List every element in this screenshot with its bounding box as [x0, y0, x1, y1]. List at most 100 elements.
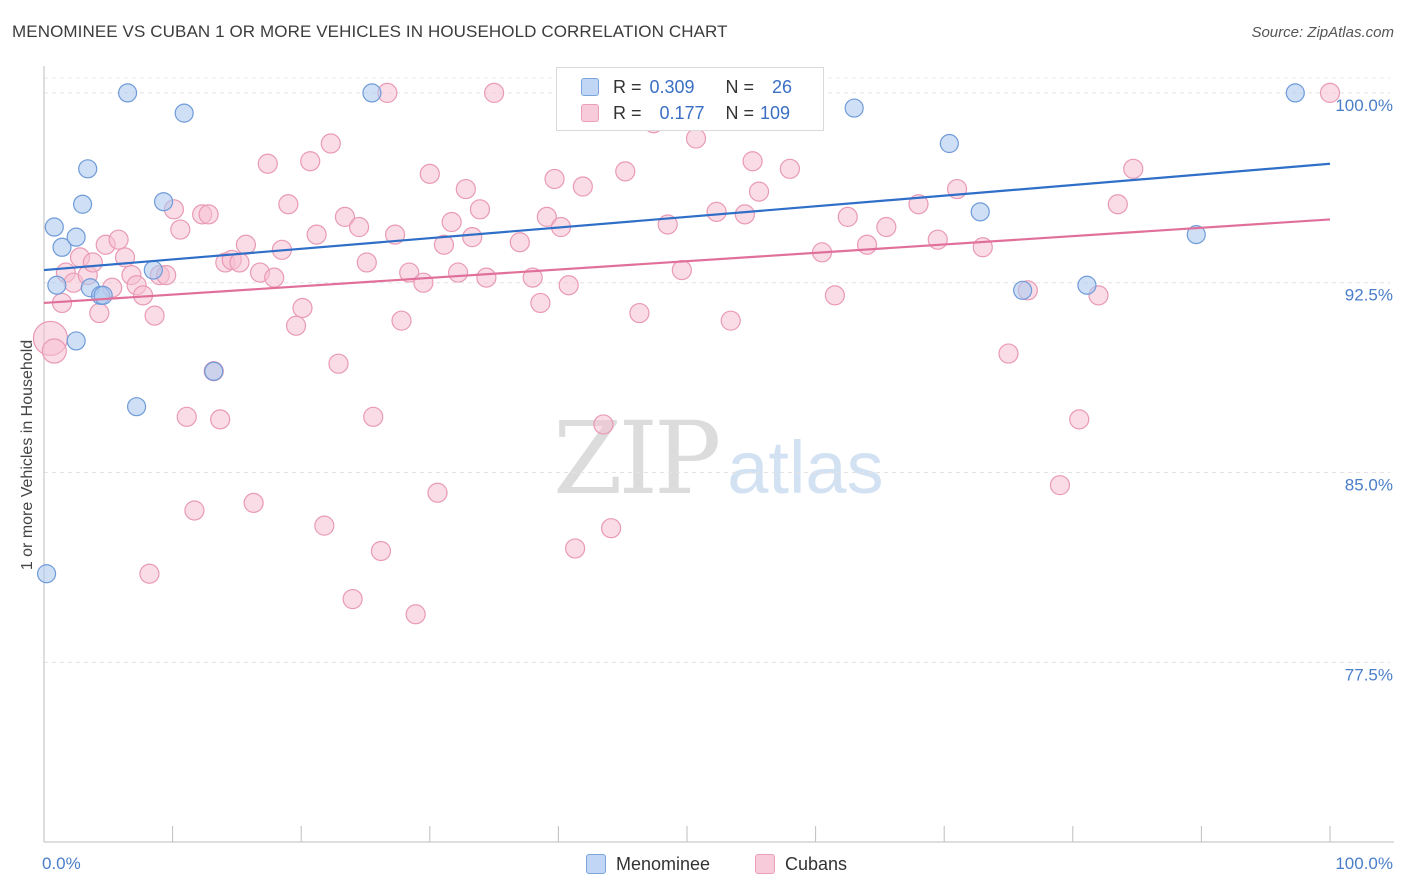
- cubans-point: [235, 234, 257, 255]
- x-tick-label: 0.0%: [42, 854, 81, 873]
- cubans-points: [32, 82, 1341, 625]
- cubans-point: [314, 515, 335, 536]
- cubans-point: [370, 540, 392, 562]
- legend-r-label: R =: [613, 76, 642, 97]
- cubans-point: [1069, 409, 1090, 430]
- cubans-point: [363, 406, 384, 427]
- menominee-swatch: [581, 78, 599, 96]
- cubans-point: [243, 492, 264, 513]
- cubans-point: [82, 252, 103, 273]
- cubans-point: [342, 588, 363, 610]
- menominee-point: [66, 331, 86, 351]
- cubans-point: [824, 285, 845, 306]
- cubans-point: [328, 353, 349, 374]
- cubans-point: [320, 133, 341, 154]
- cubans-point: [356, 252, 377, 273]
- y-tick-label: 77.5%: [1345, 665, 1393, 684]
- menominee-point: [844, 98, 864, 118]
- cubans-point: [572, 176, 593, 197]
- menominee-point: [93, 285, 113, 305]
- cubans-point: [184, 500, 205, 521]
- menominee-point: [117, 83, 138, 103]
- legend-n-value: 109: [760, 102, 791, 123]
- menominee-point: [362, 83, 382, 103]
- cubans-point: [170, 219, 191, 240]
- cubans-point: [544, 168, 565, 190]
- menominee-legend-swatch: [586, 854, 606, 874]
- menominee-points: [36, 83, 1305, 584]
- cubans-point: [210, 409, 231, 430]
- menominee-point: [153, 192, 174, 212]
- cubans-point: [257, 153, 278, 174]
- cubans-point: [536, 206, 557, 228]
- cubans-point: [469, 199, 491, 220]
- cubans-point: [856, 234, 878, 255]
- cubans-point: [455, 178, 476, 200]
- menominee-point: [52, 237, 72, 257]
- menominee-point: [72, 194, 93, 214]
- cubans-point: [593, 414, 614, 435]
- legend-r-value: 0.177: [659, 102, 705, 123]
- cubans-point: [601, 518, 622, 539]
- cubans-point: [264, 267, 285, 288]
- cubans-point: [306, 224, 327, 245]
- menominee-point: [143, 260, 163, 280]
- legend-row-menominee: R = 0.309 N = 26: [581, 75, 792, 99]
- x-tick-label: 100.0%: [1335, 854, 1393, 873]
- cubans-point: [405, 604, 426, 625]
- cubans-point: [399, 262, 420, 283]
- menominee-point: [126, 397, 147, 417]
- menominee-point: [1285, 83, 1305, 103]
- cubans-point: [41, 338, 67, 364]
- correlation-legend: R = 0.309 N = 26 R = 0.177 N = 109: [556, 67, 824, 131]
- legend-n-label: N =: [725, 102, 755, 123]
- cubans-point: [334, 206, 356, 228]
- cubans-point: [558, 275, 579, 296]
- cubans-point: [176, 406, 197, 427]
- cubans-swatch: [581, 104, 599, 122]
- y-tick-label: 85.0%: [1345, 476, 1393, 495]
- legend-r-label: R =: [613, 102, 642, 123]
- y-tick-label: 92.5%: [1345, 286, 1393, 305]
- cubans-point: [278, 194, 299, 215]
- cubans-point: [1319, 82, 1341, 103]
- cubans-point: [447, 262, 469, 283]
- cubans-point: [108, 229, 129, 250]
- cubans-point: [748, 181, 770, 202]
- menominee-point: [47, 275, 67, 295]
- menominee-point: [970, 202, 990, 222]
- menominee-point: [174, 103, 194, 123]
- watermark-zip: ZIP: [553, 400, 721, 517]
- cubans-point: [384, 224, 406, 245]
- menominee-point: [1077, 275, 1097, 295]
- menominee-point: [204, 361, 224, 381]
- cubans-point: [300, 151, 321, 172]
- cubans-point: [509, 232, 530, 253]
- cubans-point: [671, 259, 692, 281]
- cubans-point: [522, 267, 543, 288]
- legend-r-value: 0.309: [649, 76, 695, 97]
- cubans-point: [742, 151, 763, 172]
- cubans-point: [779, 158, 800, 179]
- watermark: ZIP atlas: [553, 400, 884, 517]
- cubans-point: [837, 206, 858, 228]
- cubans-point: [427, 482, 448, 503]
- cubans-point: [462, 227, 483, 248]
- cubans-point: [139, 563, 160, 584]
- menominee-point: [939, 133, 959, 154]
- cubans-point: [413, 272, 434, 293]
- cubans-point: [391, 310, 412, 331]
- menominee-point: [44, 217, 64, 237]
- cubans-point: [685, 128, 707, 149]
- cubans-point: [292, 297, 313, 319]
- cubans-point: [433, 234, 455, 255]
- watermark-atlas: atlas: [727, 426, 884, 509]
- cubans-point: [348, 216, 370, 238]
- cubans-point: [144, 305, 165, 326]
- cubans-point: [229, 252, 250, 273]
- menominee-trend-line: [43, 162, 1331, 272]
- cubans-point: [198, 204, 219, 225]
- bottom-legend-cubans: Cubans: [755, 851, 847, 877]
- cubans-point: [706, 201, 727, 222]
